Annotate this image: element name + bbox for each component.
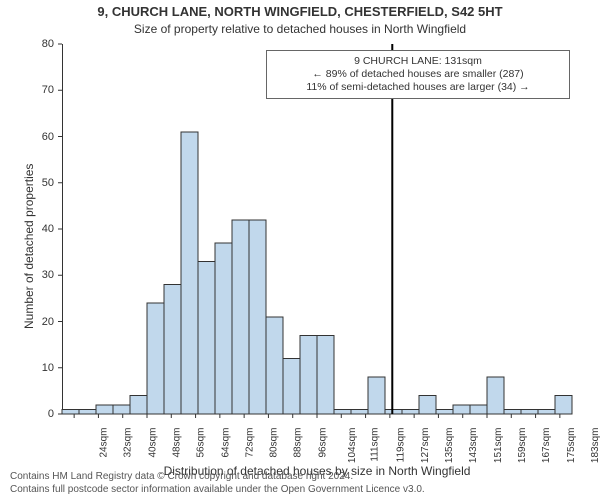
y-tick-label: 40 (30, 223, 54, 235)
title-main: 9, CHURCH LANE, NORTH WINGFIELD, CHESTER… (0, 4, 600, 20)
histogram-bar (402, 409, 419, 414)
y-tick-label: 20 (30, 316, 54, 328)
x-tick-label: 72sqm (244, 428, 255, 458)
annotation-line1: 9 CHURCH LANE: 131sqm (273, 55, 563, 68)
annotation-line1-value: 131sqm (445, 55, 482, 67)
histogram-bar (504, 409, 521, 414)
x-tick-label: 143sqm (469, 428, 480, 464)
histogram-bar (79, 409, 96, 414)
histogram-bar (453, 405, 470, 414)
annotation-line3: 11% of semi-detached houses are larger (… (273, 81, 563, 94)
y-tick-label: 60 (30, 131, 54, 143)
histogram-bar (521, 409, 538, 414)
x-tick-label: 151sqm (493, 428, 504, 464)
histogram-bar (385, 409, 402, 414)
y-tick-label: 50 (30, 177, 54, 189)
footer-line2: Contains full postcode sector informatio… (10, 484, 590, 497)
plot-area (62, 44, 572, 414)
x-tick-label: 127sqm (420, 428, 431, 464)
histogram-bar (317, 335, 334, 414)
histogram-bar (266, 317, 283, 414)
plot-svg (62, 44, 572, 414)
histogram-bar (113, 405, 130, 414)
x-tick-label: 48sqm (172, 428, 183, 458)
x-tick-label: 96sqm (317, 428, 328, 458)
histogram-bar (249, 220, 266, 414)
histogram-bar (538, 409, 555, 414)
histogram-bar (487, 377, 504, 414)
y-tick-label: 70 (30, 84, 54, 96)
y-tick-label: 0 (30, 408, 54, 420)
histogram-bar (96, 405, 113, 414)
chart-root: 9, CHURCH LANE, NORTH WINGFIELD, CHESTER… (0, 0, 600, 500)
x-tick-label: 104sqm (347, 428, 358, 464)
x-tick-label: 64sqm (220, 428, 231, 458)
x-tick-label: 32sqm (123, 428, 134, 458)
histogram-bar (232, 220, 249, 414)
x-tick-label: 119sqm (395, 428, 406, 463)
annotation-line2: ← 89% of detached houses are smaller (28… (273, 68, 563, 81)
x-tick-label: 183sqm (590, 428, 600, 464)
x-tick-label: 159sqm (517, 428, 528, 464)
x-tick-label: 24sqm (99, 428, 110, 458)
x-tick-label: 135sqm (444, 428, 455, 464)
histogram-bar (164, 285, 181, 415)
histogram-bar (419, 396, 436, 415)
histogram-bar (436, 409, 453, 414)
histogram-bar (283, 359, 300, 415)
titles: 9, CHURCH LANE, NORTH WINGFIELD, CHESTER… (0, 4, 600, 36)
x-tick-label: 56sqm (196, 428, 207, 458)
x-tick-label: 167sqm (541, 428, 552, 464)
histogram-bar (62, 409, 79, 414)
x-tick-label: 88sqm (293, 428, 304, 458)
x-tick-label: 111sqm (370, 428, 381, 462)
histogram-bar (198, 261, 215, 414)
histogram-bar (351, 409, 368, 414)
x-tick-label: 40sqm (147, 428, 158, 458)
annotation-line1-prefix: 9 CHURCH LANE: (354, 55, 444, 67)
title-sub: Size of property relative to detached ho… (0, 22, 600, 36)
y-tick-label: 80 (30, 38, 54, 50)
histogram-bar (181, 132, 198, 414)
x-tick-label: 175sqm (566, 428, 577, 464)
footer-line1: Contains HM Land Registry data © Crown c… (10, 471, 590, 484)
annotation-box: 9 CHURCH LANE: 131sqm ← 89% of detached … (266, 50, 570, 99)
x-tick-label: 80sqm (269, 428, 280, 458)
histogram-bar (130, 396, 147, 415)
histogram-bar (300, 335, 317, 414)
footer: Contains HM Land Registry data © Crown c… (10, 471, 590, 496)
histogram-bar (555, 396, 572, 415)
y-tick-label: 30 (30, 269, 54, 281)
y-tick-label: 10 (30, 362, 54, 374)
histogram-bar (334, 409, 351, 414)
histogram-bar (368, 377, 385, 414)
histogram-bar (147, 303, 164, 414)
histogram-bar (470, 405, 487, 414)
histogram-bar (215, 243, 232, 414)
